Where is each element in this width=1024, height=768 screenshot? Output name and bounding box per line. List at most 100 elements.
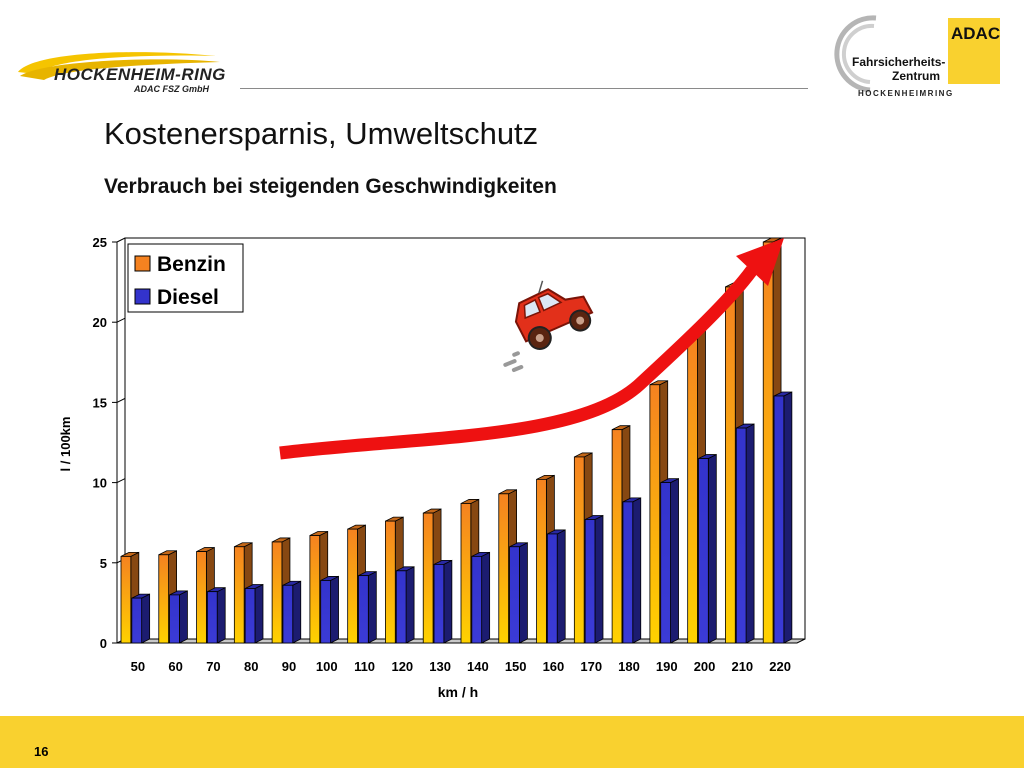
left-logo-sub: ADAC FSZ GmbH [133, 84, 209, 94]
header-divider [240, 88, 808, 89]
bar-side-diesel [783, 391, 793, 644]
chart-legend: Benzin Diesel [127, 243, 244, 313]
bar-side-diesel [745, 423, 755, 644]
bar-benzin [385, 520, 396, 644]
slide-subtitle: Verbrauch bei steigenden Geschwindigkeit… [104, 175, 557, 198]
bar-benzin [271, 541, 283, 644]
bar-diesel [735, 427, 747, 644]
bar-benzin [196, 551, 207, 644]
x-tick-label: 190 [656, 659, 678, 674]
bar-benzin [687, 334, 698, 644]
chart-bars [120, 237, 793, 644]
x-tick-label: 60 [168, 659, 182, 674]
x-tick-label: 220 [769, 659, 791, 674]
x-tick-label: 140 [467, 659, 489, 674]
bar-benzin [498, 493, 509, 644]
bar-side-diesel [443, 559, 453, 644]
x-tick-label: 200 [694, 659, 716, 674]
legend-label-benzin: Benzin [157, 253, 226, 276]
chart-tick-labels: 0 5 10 15 20 25 50 60 70 80 90 100 110 120 130 140 150 16… [93, 235, 791, 674]
x-tick-label: 50 [131, 659, 145, 674]
bar-side-diesel [179, 590, 188, 644]
bar-diesel [244, 588, 256, 644]
bar-benzin [725, 286, 736, 644]
right-logo-brand: ADAC [951, 24, 1000, 43]
bar-side-diesel [519, 542, 528, 644]
y-axis-label: l / 100km [58, 417, 73, 472]
adac-fsz-logo: ADAC Fahrsicherheits- Zentrum HOCKENHEIM… [834, 15, 1000, 98]
bar-side-diesel [292, 580, 302, 644]
bar-diesel [509, 546, 520, 644]
bar-side-diesel [254, 583, 264, 644]
bar-benzin [649, 384, 661, 644]
x-axis-label: km / h [438, 684, 478, 700]
bar-benzin [233, 546, 245, 644]
bar-diesel [320, 580, 331, 644]
bar-diesel [131, 597, 143, 644]
bar-side-diesel [141, 593, 151, 644]
bar-benzin [309, 535, 321, 644]
x-tick-label: 120 [391, 659, 413, 674]
y-tick-label: 15 [93, 395, 107, 410]
right-logo-line2: Zentrum [892, 69, 940, 83]
bar-side-diesel [330, 575, 339, 644]
bar-benzin [347, 528, 358, 644]
x-tick-label: 170 [580, 659, 602, 674]
x-tick-label: 130 [429, 659, 451, 674]
bar-benzin [120, 555, 132, 644]
bar-diesel [395, 570, 407, 644]
bar-benzin [158, 554, 169, 644]
bar-diesel [206, 591, 218, 644]
slide-title: Kostenersparnis, Umweltschutz [104, 116, 539, 151]
bar-benzin [573, 456, 585, 644]
bar-side-diesel [594, 514, 604, 644]
y-tick-label: 0 [100, 636, 107, 651]
right-logo-line1: Fahrsicherheits- [852, 55, 945, 69]
bar-side-diesel [707, 453, 717, 644]
bar-benzin [422, 512, 434, 644]
y-tick-label: 10 [93, 476, 107, 491]
y-tick-label: 25 [93, 235, 107, 250]
x-tick-label: 150 [505, 659, 527, 674]
legend-label-diesel: Diesel [157, 286, 219, 309]
bar-benzin [611, 429, 623, 644]
bar-side-diesel [481, 551, 491, 644]
x-tick-label: 90 [282, 659, 296, 674]
x-tick-label: 180 [618, 659, 640, 674]
left-logo-name: HOCKENHEIM-RING [54, 65, 226, 84]
footer-bar [0, 716, 1024, 768]
x-tick-label: 160 [543, 659, 565, 674]
bar-side-diesel [216, 587, 226, 644]
x-tick-label: 210 [731, 659, 753, 674]
bar-diesel [433, 564, 445, 644]
legend-swatch-benzin [134, 255, 151, 272]
bar-side-diesel [367, 570, 377, 644]
x-tick-label: 80 [244, 659, 258, 674]
fuel-consumption-chart: 0 5 10 15 20 25 50 60 70 80 90 100 110 120 130 140 150 16… [58, 235, 806, 700]
trend-arrow [279, 238, 784, 460]
bar-diesel [358, 575, 369, 644]
bar-diesel [660, 482, 671, 644]
bar-benzin [460, 503, 472, 644]
bar-side-diesel [556, 529, 566, 644]
bar-diesel [169, 594, 180, 644]
car-illustration [503, 280, 594, 373]
legend-swatch-diesel [134, 288, 151, 305]
bar-side-diesel [405, 566, 415, 644]
bar-side-diesel [632, 497, 642, 644]
bar-benzin [536, 478, 547, 644]
bar-benzin [762, 241, 774, 644]
bar-diesel [282, 584, 294, 644]
x-tick-label: 110 [354, 659, 375, 674]
right-logo-line3: HOCKENHEIMRING [858, 89, 954, 98]
bar-side-diesel [670, 477, 679, 644]
bar-diesel [698, 458, 709, 644]
bar-diesel [773, 395, 785, 644]
bar-diesel [584, 519, 596, 644]
x-tick-label: 100 [316, 659, 338, 674]
y-tick-label: 5 [100, 556, 107, 571]
bar-diesel [546, 533, 558, 644]
hockenheimring-logo: HOCKENHEIM-RING ADAC FSZ GmbH [18, 52, 226, 94]
y-tick-label: 20 [93, 315, 107, 330]
x-tick-label: 70 [206, 659, 220, 674]
